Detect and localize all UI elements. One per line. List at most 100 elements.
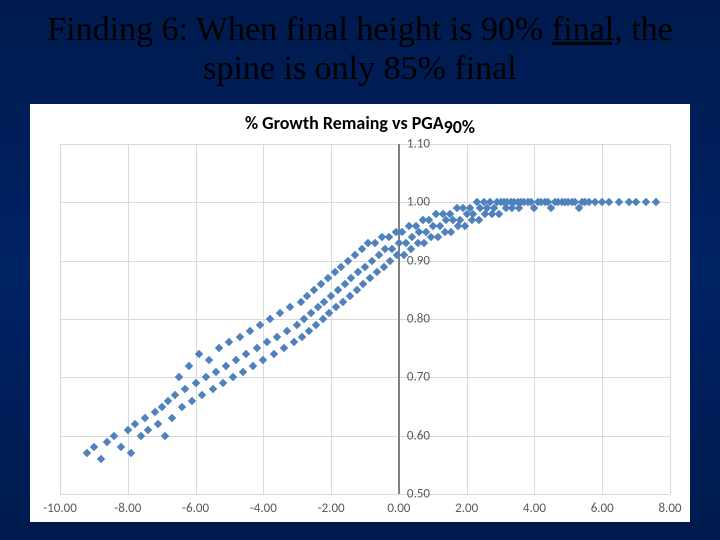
data-marker [461, 221, 469, 229]
data-marker [652, 198, 660, 206]
data-marker [420, 239, 428, 247]
data-marker [354, 268, 362, 276]
x-tick-label: 2.00 [455, 501, 478, 516]
gridline-v [263, 144, 264, 494]
data-marker [164, 396, 172, 404]
data-marker [225, 338, 233, 346]
data-marker [246, 326, 254, 334]
gridline-v [331, 144, 332, 494]
data-marker [266, 315, 274, 323]
data-marker [242, 350, 250, 358]
data-marker [286, 303, 294, 311]
data-marker [368, 256, 376, 264]
slide-title: Finding 6: When final height is 90% fina… [0, 0, 720, 94]
data-marker [351, 251, 359, 259]
data-marker [379, 262, 387, 270]
data-marker [366, 274, 374, 282]
data-marker [371, 239, 379, 247]
data-marker [357, 245, 365, 253]
y-tick-label: 1.10 [407, 137, 430, 152]
data-marker [340, 280, 348, 288]
data-marker [83, 449, 91, 457]
data-marker [168, 414, 176, 422]
data-marker [222, 361, 230, 369]
data-marker [90, 443, 98, 451]
data-marker [185, 361, 193, 369]
data-marker [318, 315, 326, 323]
x-tick-label: -2.00 [318, 501, 345, 516]
data-marker [474, 216, 482, 224]
chart-title-main: % Growth Remaing vs PGA [245, 112, 444, 134]
gridline-v [670, 144, 671, 494]
x-tick-label: -10.00 [43, 501, 77, 516]
data-marker [154, 420, 162, 428]
data-marker [215, 344, 223, 352]
data-marker [144, 426, 152, 434]
data-marker [290, 338, 298, 346]
data-marker [346, 291, 354, 299]
chart-title: % Growth Remaing vs PGA90% [30, 112, 690, 138]
gridline-v [602, 144, 603, 494]
gridline-h [60, 436, 670, 437]
data-marker [313, 303, 321, 311]
gridline-v [467, 144, 468, 494]
y-tick-label: 0.60 [407, 428, 430, 443]
gridline-h [60, 319, 670, 320]
data-marker [174, 373, 182, 381]
data-marker [252, 344, 260, 352]
data-marker [181, 385, 189, 393]
x-tick-label: 4.00 [523, 501, 546, 516]
data-marker [117, 443, 125, 451]
data-marker [276, 309, 284, 317]
x-tick-label: 8.00 [658, 501, 681, 516]
data-marker [337, 262, 345, 270]
data-marker [642, 198, 650, 206]
data-marker [130, 420, 138, 428]
data-marker [171, 391, 179, 399]
data-marker [269, 350, 277, 358]
data-marker [218, 379, 226, 387]
data-marker [320, 297, 328, 305]
data-marker [124, 426, 132, 434]
gridline-h [60, 494, 670, 495]
data-marker [303, 291, 311, 299]
data-marker [327, 291, 335, 299]
y-tick-label: 0.80 [407, 312, 430, 327]
data-marker [407, 245, 415, 253]
data-marker [398, 227, 406, 235]
data-marker [352, 286, 360, 294]
data-marker [235, 332, 243, 340]
data-marker [198, 391, 206, 399]
title-text: Finding 6: When final height is 90% fina… [47, 11, 672, 87]
data-marker [208, 385, 216, 393]
data-marker [201, 373, 209, 381]
data-marker [384, 233, 392, 241]
data-marker [359, 280, 367, 288]
y-tick-label: 0.70 [407, 370, 430, 385]
gridline-v [128, 144, 129, 494]
data-marker [386, 256, 394, 264]
gridline-h [60, 144, 670, 145]
gridline-h [60, 377, 670, 378]
data-marker [374, 251, 382, 259]
data-marker [296, 297, 304, 305]
x-tick-label: -4.00 [250, 501, 277, 516]
data-marker [191, 379, 199, 387]
data-marker [447, 227, 455, 235]
x-tick-label: -8.00 [114, 501, 141, 516]
data-marker [205, 356, 213, 364]
data-marker [334, 286, 342, 294]
data-marker [283, 326, 291, 334]
chart-panel: % Growth Remaing vs PGA90% 0.50 0.60 0.70 0… [30, 104, 690, 522]
x-tick-label: -6.00 [182, 501, 209, 516]
data-marker [298, 332, 306, 340]
data-marker [293, 321, 301, 329]
data-marker [178, 402, 186, 410]
y-tick-label: 0.50 [407, 487, 430, 502]
y-tick-label: 0.90 [407, 253, 430, 268]
data-marker [229, 373, 237, 381]
chart-title-sub: 90% [444, 116, 475, 138]
data-marker [344, 256, 352, 264]
data-marker [140, 414, 148, 422]
data-marker [157, 402, 165, 410]
